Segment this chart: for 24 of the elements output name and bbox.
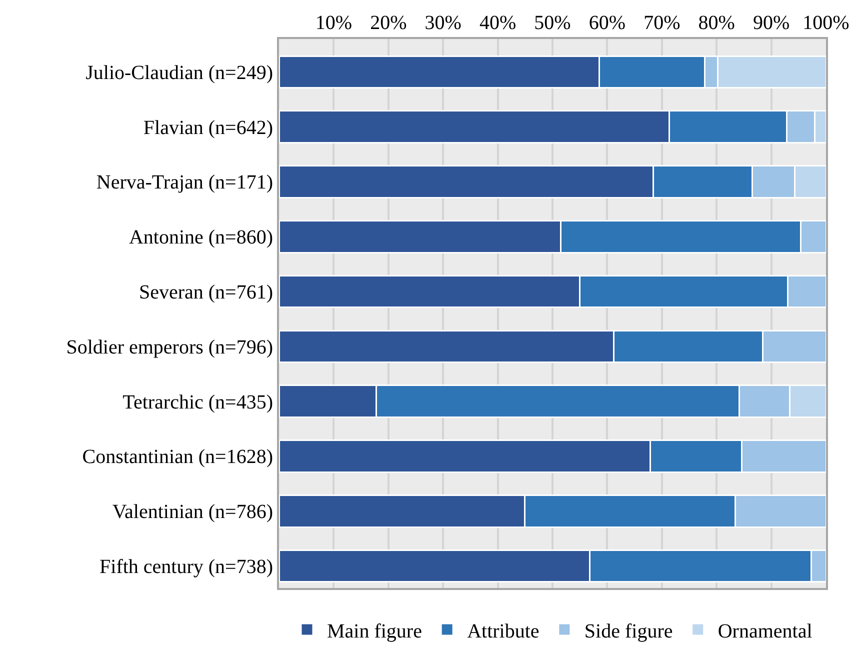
y-tick-label: Valentinian (n=786) bbox=[112, 501, 273, 524]
y-tick-label: Tetrarchic (n=435) bbox=[122, 391, 273, 414]
x-tick-label: 100% bbox=[802, 12, 850, 34]
x-tick-label: 80% bbox=[698, 12, 735, 34]
x-tick-label: 30% bbox=[424, 12, 462, 34]
legend-label: Attribute bbox=[467, 620, 540, 642]
y-tick-label: Nerva-Trajan (n=171) bbox=[96, 172, 273, 194]
y-tick-label: Antonine (n=860) bbox=[128, 226, 273, 249]
x-tick-label: 40% bbox=[479, 12, 516, 34]
legend-label: Side figure bbox=[584, 620, 673, 642]
x-tick-label: 20% bbox=[370, 12, 407, 34]
x-tick-label: 50% bbox=[534, 12, 571, 34]
y-tick-label: Constantinian (n=1628) bbox=[82, 446, 273, 468]
x-tick-label: 90% bbox=[752, 12, 790, 34]
y-tick-label: Severan (n=761) bbox=[138, 282, 273, 304]
y-tick-label: Soldier emperors (n=796) bbox=[66, 336, 273, 358]
y-tick-label: Fifth century (n=738) bbox=[100, 556, 273, 578]
y-tick-label: Julio-Claudian (n=249) bbox=[86, 62, 273, 84]
x-tick-label: 10% bbox=[315, 12, 352, 34]
y-tick-label: Flavian (n=642) bbox=[143, 116, 273, 139]
x-tick-label: 70% bbox=[644, 12, 680, 34]
x-tick-label: 60% bbox=[588, 12, 626, 34]
legend-label: Ornamental bbox=[718, 620, 813, 642]
legend-label: Main figure bbox=[327, 620, 422, 642]
